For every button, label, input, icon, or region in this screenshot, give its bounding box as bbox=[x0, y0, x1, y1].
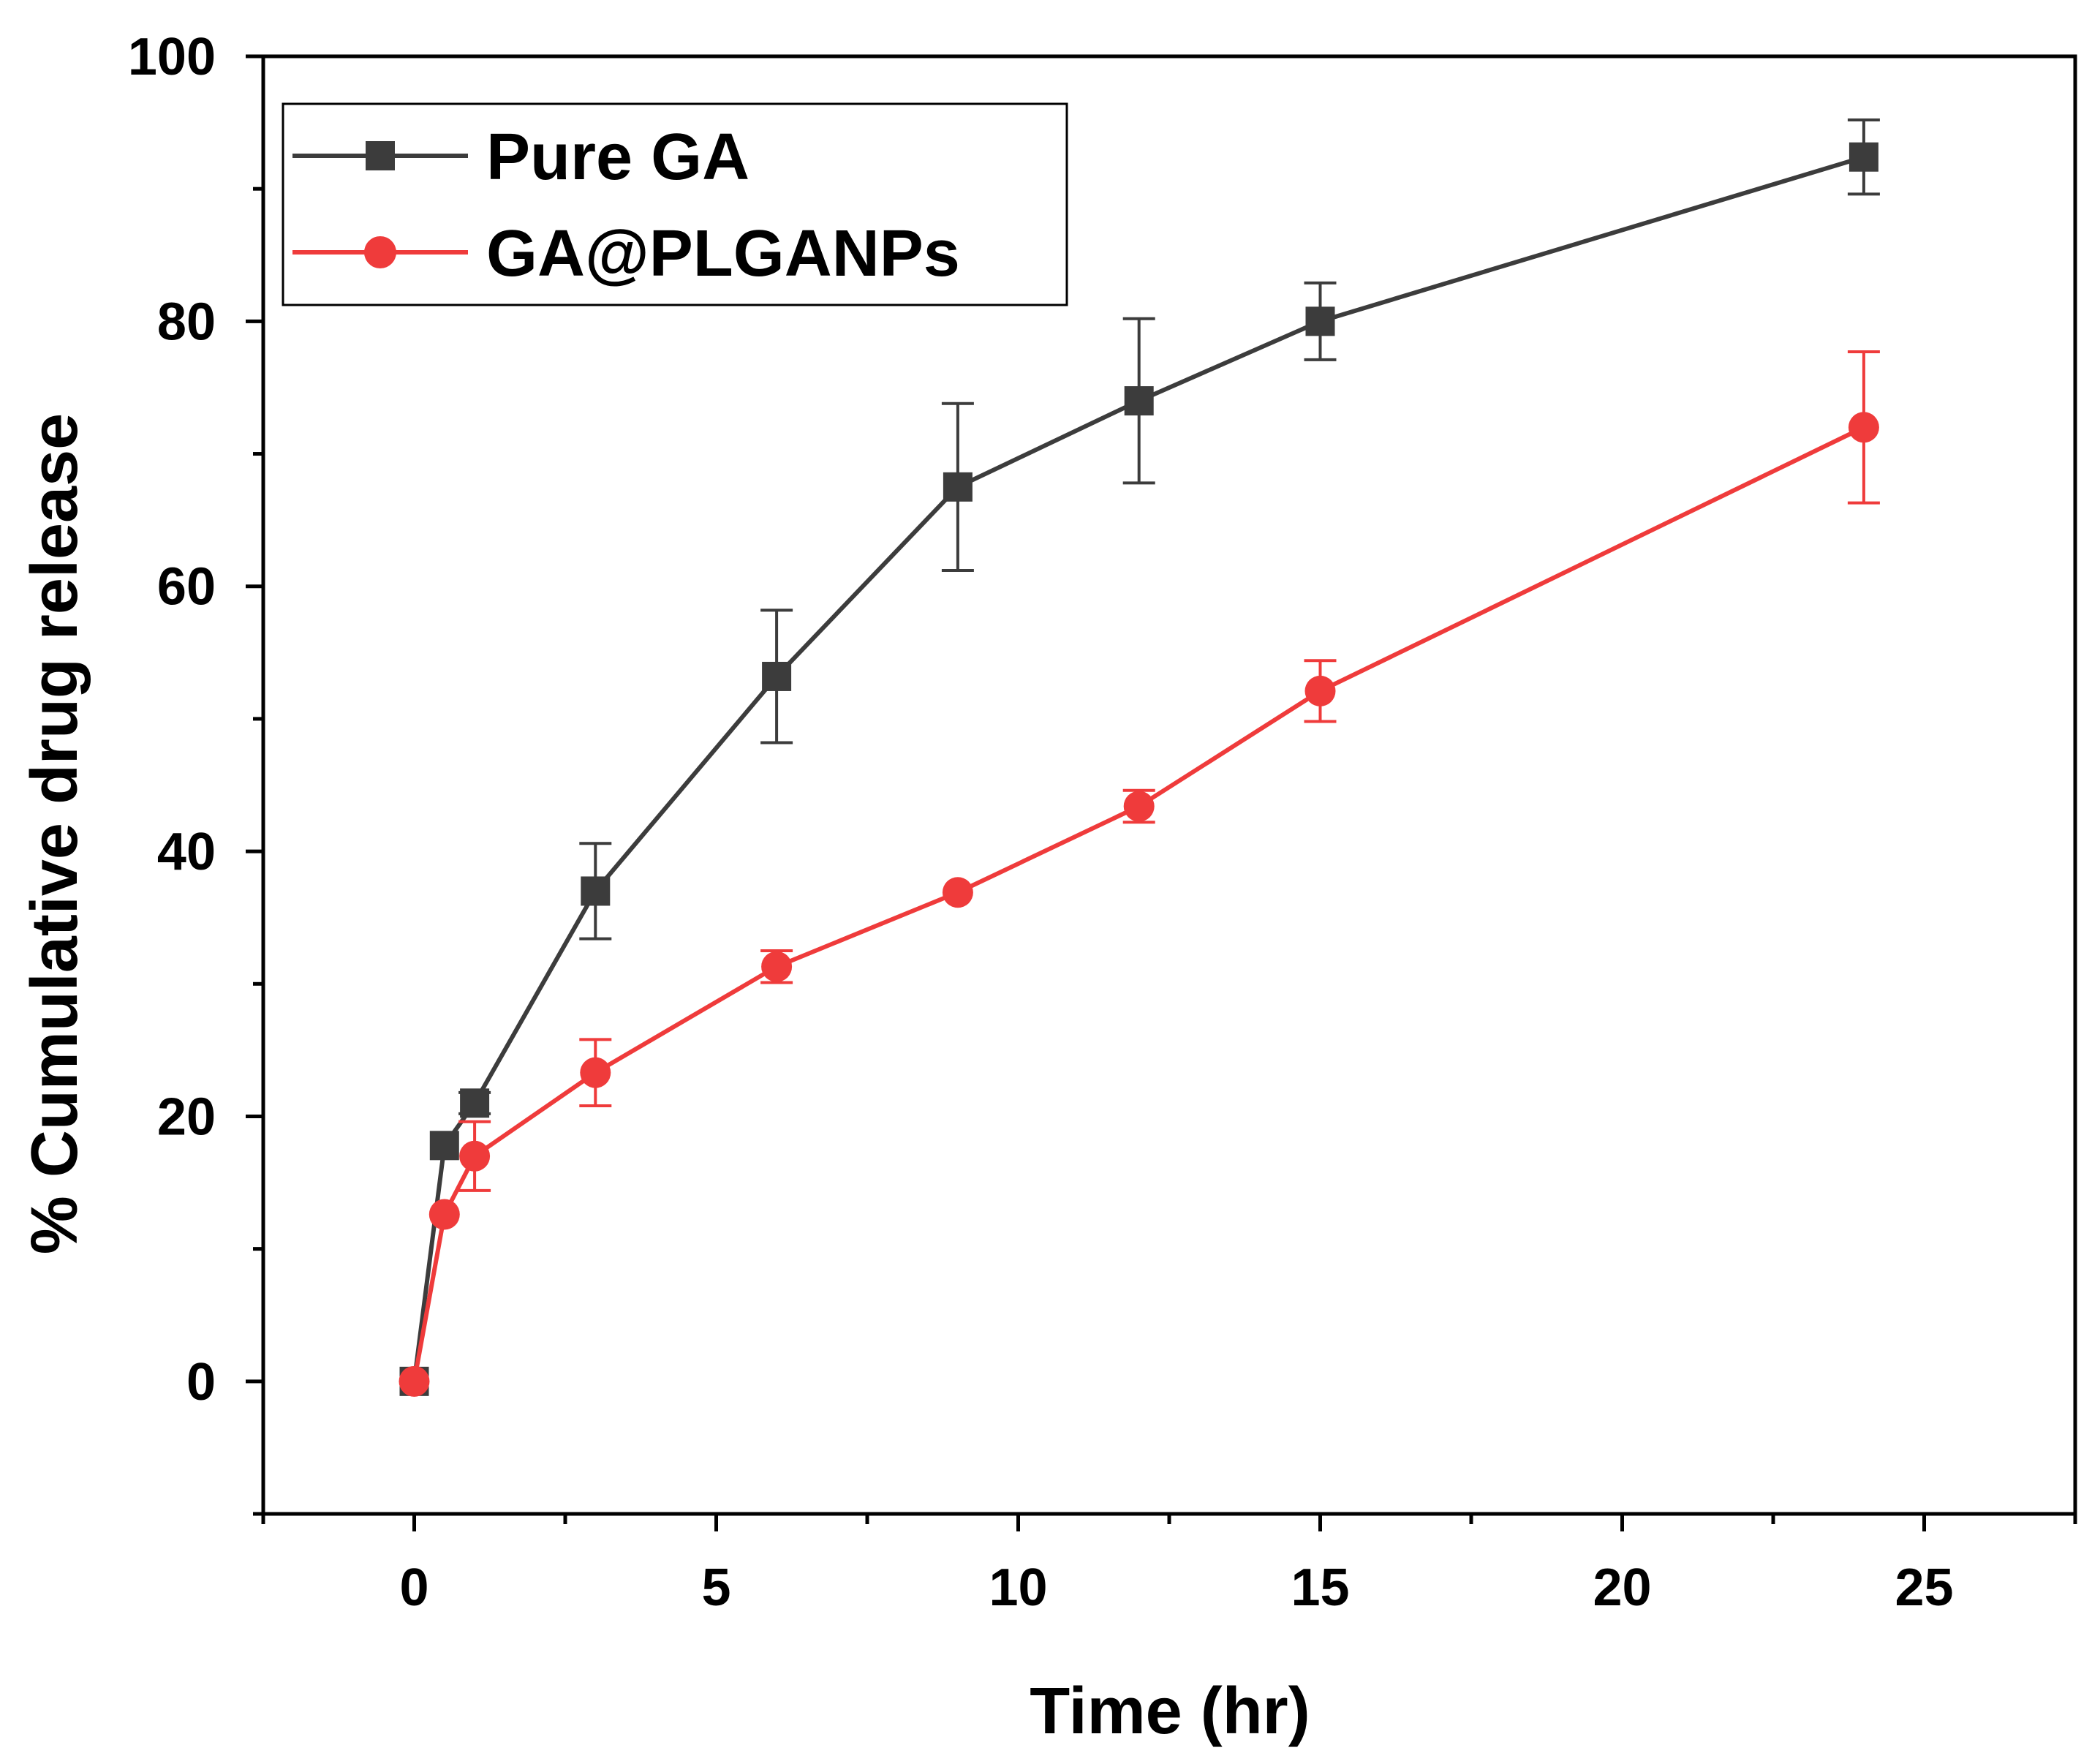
legend-marker-circle bbox=[364, 236, 396, 268]
x-tick-label: 20 bbox=[1593, 1558, 1651, 1617]
data-point bbox=[761, 951, 793, 982]
y-tick-label: 100 bbox=[128, 28, 216, 86]
data-point bbox=[1123, 791, 1155, 822]
series-line bbox=[412, 425, 1865, 1382]
data-point bbox=[429, 1131, 459, 1161]
data-point bbox=[762, 661, 792, 691]
y-tick-label: 60 bbox=[157, 558, 216, 617]
data-point bbox=[1305, 306, 1335, 336]
data-point bbox=[459, 1140, 491, 1172]
data-point bbox=[460, 1088, 490, 1118]
legend: Pure GA GA@PLGANPs bbox=[282, 102, 1068, 306]
x-tick-label: 10 bbox=[989, 1558, 1047, 1617]
legend-label-ga-plganps: GA@PLGANPs bbox=[486, 217, 960, 290]
legend-label-pure-ga: Pure GA bbox=[486, 121, 749, 194]
x-tick-label: 0 bbox=[399, 1558, 428, 1617]
y-axis-title: % Cumulative drug release bbox=[18, 413, 91, 1254]
series-ga-plganps bbox=[399, 350, 1880, 1397]
y-tick-label: 40 bbox=[157, 823, 216, 881]
legend-box bbox=[282, 102, 1068, 306]
y-tick-label: 80 bbox=[157, 293, 216, 351]
axes-layer: 0 5 10 15 20 25 0 20 40 60 80 100 bbox=[128, 28, 2077, 1617]
y-tick-label: 0 bbox=[186, 1353, 216, 1411]
data-point bbox=[580, 1057, 611, 1088]
x-axis-title: Time (hr) bbox=[1030, 1675, 1310, 1748]
data-point bbox=[943, 472, 973, 502]
data-point bbox=[399, 1365, 430, 1397]
series-layer bbox=[399, 118, 1880, 1397]
data-point bbox=[1124, 386, 1154, 416]
x-tick-label: 5 bbox=[701, 1558, 730, 1617]
data-point bbox=[428, 1199, 460, 1230]
series-pure-ga bbox=[399, 118, 1880, 1396]
data-point bbox=[1849, 142, 1878, 172]
y-tick-label: 20 bbox=[157, 1088, 216, 1146]
x-tick-label: 15 bbox=[1291, 1558, 1349, 1617]
legend-marker-square bbox=[366, 141, 395, 170]
data-point bbox=[1848, 412, 1879, 443]
data-point bbox=[581, 876, 611, 906]
x-tick-label: 25 bbox=[1895, 1558, 1953, 1617]
data-point bbox=[1304, 675, 1336, 706]
data-point bbox=[942, 877, 973, 908]
